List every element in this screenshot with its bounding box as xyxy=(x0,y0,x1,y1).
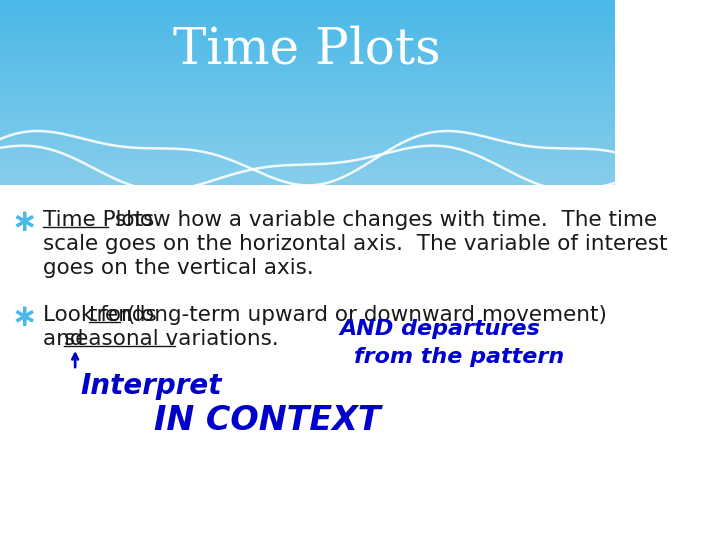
Text: scale goes on the horizontal axis.  The variable of interest: scale goes on the horizontal axis. The v… xyxy=(42,234,667,254)
Text: seasonal variations.: seasonal variations. xyxy=(64,329,279,349)
Text: and: and xyxy=(42,329,90,349)
Text: show how a variable changes with time.  The time: show how a variable changes with time. T… xyxy=(107,210,657,230)
Text: Look for: Look for xyxy=(42,305,137,325)
Text: from the pattern: from the pattern xyxy=(354,347,564,367)
Text: IN CONTEXT: IN CONTEXT xyxy=(153,404,380,437)
Text: ∗: ∗ xyxy=(11,208,37,237)
Text: AND departures: AND departures xyxy=(340,319,541,339)
Text: Time Plots: Time Plots xyxy=(42,210,154,230)
Text: ∗: ∗ xyxy=(11,303,37,332)
Text: Interpret: Interpret xyxy=(80,372,222,400)
Text: trends: trends xyxy=(89,305,158,325)
Text: Time Plots: Time Plots xyxy=(174,25,441,75)
Text: goes on the vertical axis.: goes on the vertical axis. xyxy=(42,258,313,278)
Text: (long-term upward or downward movement): (long-term upward or downward movement) xyxy=(120,305,607,325)
